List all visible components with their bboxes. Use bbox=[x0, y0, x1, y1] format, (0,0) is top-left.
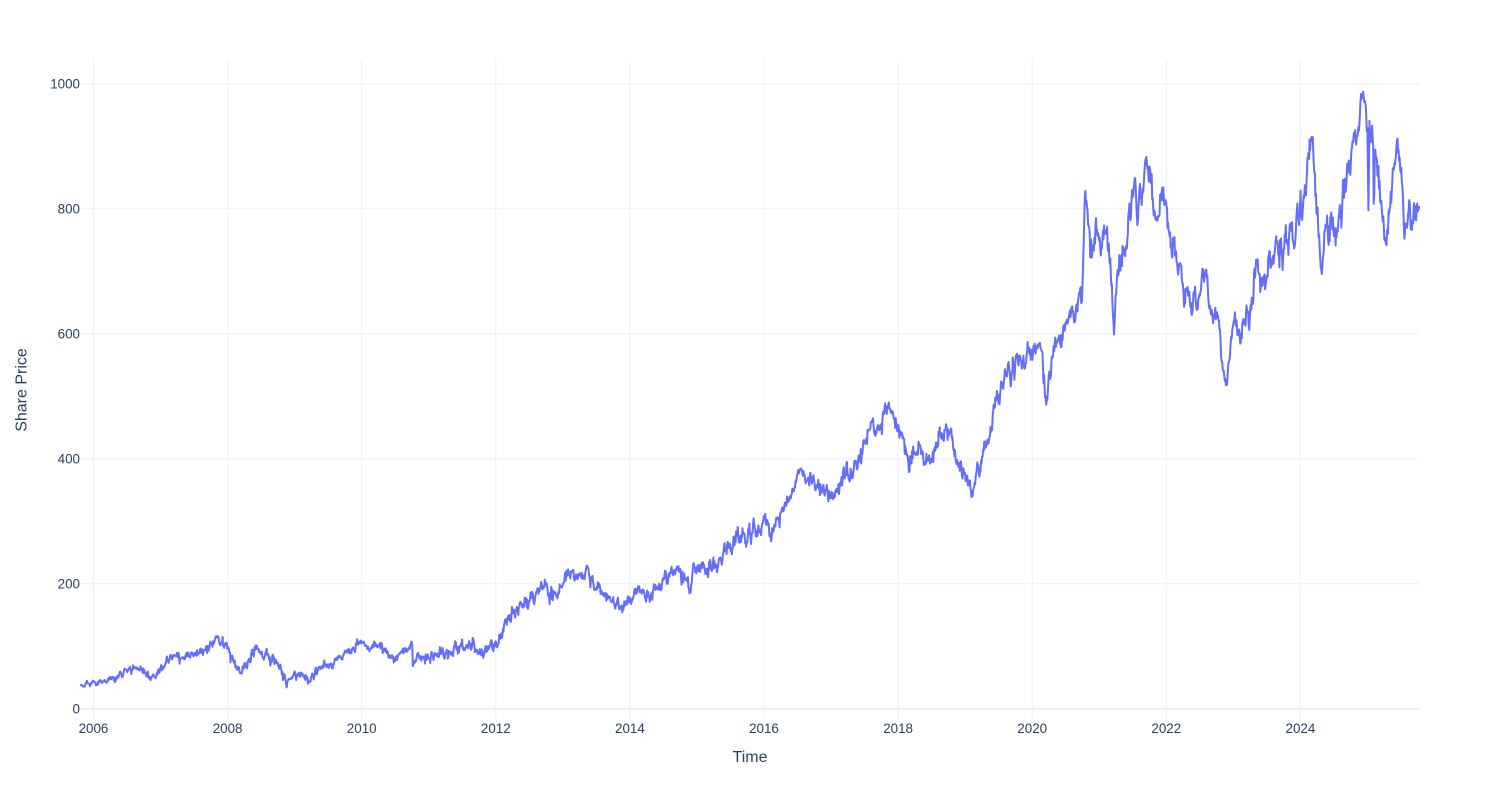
svg-text:2022: 2022 bbox=[1151, 721, 1181, 736]
svg-text:2014: 2014 bbox=[615, 721, 645, 736]
svg-text:400: 400 bbox=[58, 452, 80, 467]
svg-text:2012: 2012 bbox=[481, 721, 511, 736]
svg-text:2008: 2008 bbox=[213, 721, 243, 736]
svg-text:Time: Time bbox=[733, 749, 768, 766]
svg-text:0: 0 bbox=[73, 701, 80, 716]
svg-text:600: 600 bbox=[58, 327, 80, 342]
svg-text:1000: 1000 bbox=[50, 77, 80, 92]
svg-text:2010: 2010 bbox=[347, 721, 377, 736]
svg-text:2024: 2024 bbox=[1286, 721, 1316, 736]
svg-text:2006: 2006 bbox=[79, 721, 109, 736]
svg-text:2018: 2018 bbox=[883, 721, 913, 736]
svg-text:800: 800 bbox=[58, 202, 80, 217]
svg-text:2020: 2020 bbox=[1017, 721, 1047, 736]
svg-text:Share Price: Share Price bbox=[14, 348, 31, 432]
svg-text:2016: 2016 bbox=[749, 721, 779, 736]
svg-text:200: 200 bbox=[58, 576, 80, 591]
